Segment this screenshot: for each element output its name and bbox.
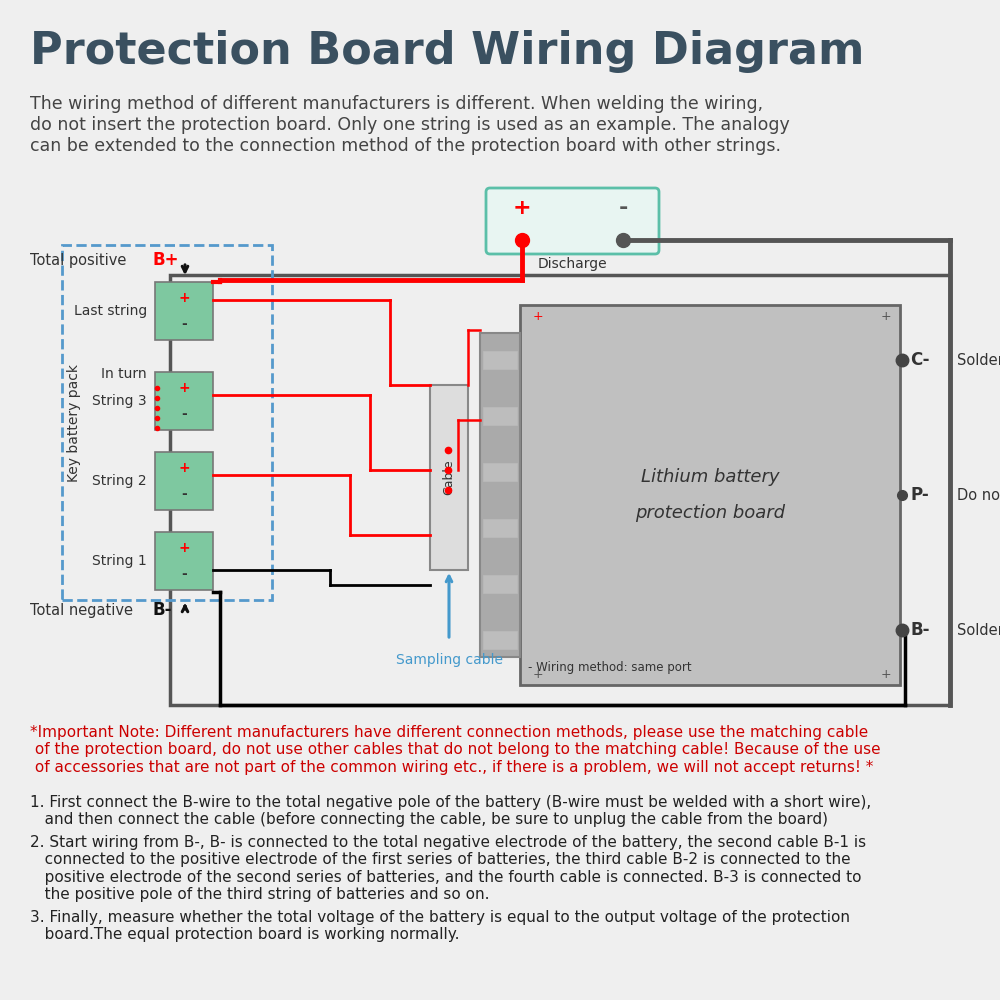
Text: P-: P- bbox=[910, 486, 929, 504]
Text: *Important Note: Different manufacturers have different connection methods, plea: *Important Note: Different manufacturers… bbox=[30, 725, 881, 775]
Text: 2. Start wiring from B-, B- is connected to the total negative electrode of the : 2. Start wiring from B-, B- is connected… bbox=[30, 835, 866, 902]
Text: Total positive: Total positive bbox=[30, 252, 126, 267]
Text: Solder joint: Solder joint bbox=[957, 622, 1000, 638]
Bar bbox=[155, 372, 213, 430]
Text: 3. Finally, measure whether the total voltage of the battery is equal to the out: 3. Finally, measure whether the total vo… bbox=[30, 910, 850, 942]
Text: Last string: Last string bbox=[74, 304, 147, 318]
Text: -: - bbox=[181, 567, 187, 581]
Text: B-: B- bbox=[910, 621, 930, 639]
FancyBboxPatch shape bbox=[486, 188, 659, 254]
Text: -: - bbox=[618, 198, 628, 218]
Bar bbox=[480, 333, 520, 657]
Text: Lithium battery: Lithium battery bbox=[641, 468, 779, 486]
Text: - Wiring method: same port: - Wiring method: same port bbox=[528, 660, 692, 674]
Text: String 1: String 1 bbox=[92, 554, 147, 568]
Text: protection board: protection board bbox=[635, 504, 785, 522]
Text: +: + bbox=[881, 668, 891, 682]
Text: -: - bbox=[181, 317, 187, 331]
Bar bbox=[155, 282, 213, 340]
Bar bbox=[155, 452, 213, 510]
Text: Do not answer: Do not answer bbox=[957, 488, 1000, 502]
Text: +: + bbox=[881, 310, 891, 324]
Text: +: + bbox=[513, 198, 531, 218]
Bar bbox=[483, 519, 517, 537]
Text: +: + bbox=[533, 310, 543, 324]
Bar bbox=[483, 575, 517, 593]
Bar bbox=[483, 351, 517, 369]
Text: Sampling cable: Sampling cable bbox=[396, 653, 503, 667]
Text: +: + bbox=[178, 381, 190, 395]
Bar bbox=[155, 532, 213, 590]
Bar bbox=[483, 463, 517, 481]
Bar bbox=[170, 275, 950, 705]
Text: String 2: String 2 bbox=[92, 474, 147, 488]
Text: Cable: Cable bbox=[442, 460, 456, 495]
Text: -: - bbox=[181, 407, 187, 421]
Text: +: + bbox=[178, 541, 190, 555]
Bar bbox=[483, 407, 517, 425]
Text: Total negative: Total negative bbox=[30, 602, 133, 617]
Text: Protection Board Wiring Diagram: Protection Board Wiring Diagram bbox=[30, 30, 864, 73]
Bar bbox=[483, 631, 517, 649]
Text: B+: B+ bbox=[152, 251, 178, 269]
Text: 1. First connect the B-wire to the total negative pole of the battery (B-wire mu: 1. First connect the B-wire to the total… bbox=[30, 795, 871, 827]
Text: C-: C- bbox=[910, 351, 930, 369]
Text: Key battery pack: Key battery pack bbox=[67, 364, 81, 482]
Text: -: - bbox=[181, 487, 187, 501]
Text: In turn: In turn bbox=[101, 367, 147, 381]
Text: The wiring method of different manufacturers is different. When welding the wiri: The wiring method of different manufactu… bbox=[30, 95, 790, 155]
Bar bbox=[520, 305, 900, 685]
Text: +: + bbox=[533, 668, 543, 682]
Text: Discharge: Discharge bbox=[537, 257, 607, 271]
Text: +: + bbox=[178, 291, 190, 305]
Text: B-: B- bbox=[152, 601, 172, 619]
Bar bbox=[430, 385, 468, 570]
Text: String 3: String 3 bbox=[92, 394, 147, 408]
Text: Solder joint: Solder joint bbox=[957, 353, 1000, 367]
Text: +: + bbox=[178, 461, 190, 475]
Bar bbox=[62, 245, 272, 600]
